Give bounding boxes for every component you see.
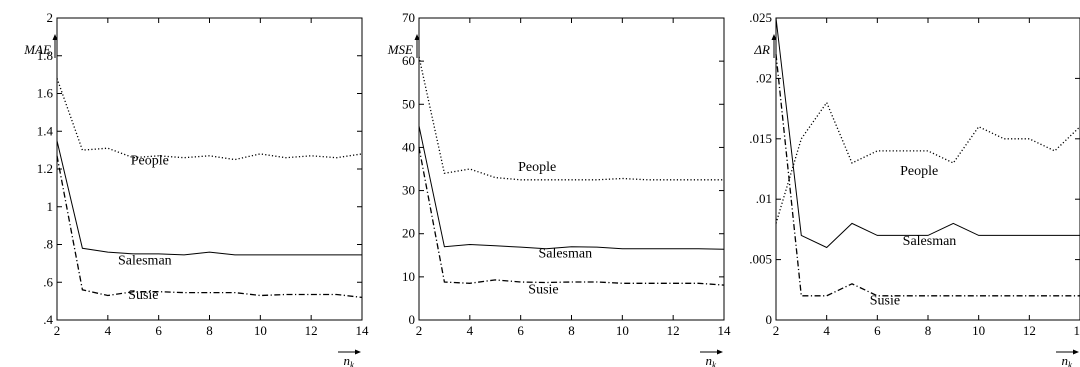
series-line-salesman	[775, 17, 1080, 249]
x-tick-label: 14	[1074, 323, 1080, 338]
y-tick-label: .015	[749, 131, 772, 146]
x-tick-label: 2	[416, 323, 423, 338]
y-tick-label: 0	[766, 312, 773, 327]
series-label-susie: Susie	[870, 293, 900, 308]
chart-mse: 0 10 20 30 40 50 60 70 2 4 6 8 10 12 14 MSE nk People Sale…	[387, 10, 731, 367]
chart-delta-r: 0 .005 .01 .015 .02 .025 2 4 6 8 10 12 14 ΔR nk People S…	[749, 10, 1080, 367]
series-label-salesman: Salesman	[538, 246, 592, 261]
x-axis-title: nk	[706, 353, 718, 367]
x-axis-arrowhead	[717, 349, 723, 355]
y-tick-label: 2	[47, 10, 54, 25]
y-axis-arrowhead	[771, 34, 777, 40]
y-tick-label: 0	[409, 312, 416, 327]
x-tick-label: 4	[823, 323, 830, 338]
y-tick-label: 10	[402, 269, 415, 284]
y-tick-label: .02	[756, 70, 772, 85]
x-axis-arrowhead	[1073, 349, 1079, 355]
y-axis-title: MAE	[23, 42, 51, 57]
y-axis-title: MSE	[387, 42, 413, 57]
x-tick-label: 8	[925, 323, 932, 338]
plot-frame	[418, 17, 725, 321]
series-label-susie: Susie	[528, 282, 558, 297]
y-axis-arrowhead	[414, 34, 420, 40]
y-tick-label: 40	[402, 139, 415, 154]
x-tick-label: 14	[356, 323, 370, 338]
x-tick-label: 4	[105, 323, 112, 338]
y-tick-label: .6	[43, 274, 53, 289]
x-tick-label: 10	[616, 323, 629, 338]
series-label-salesman: Salesman	[118, 253, 172, 268]
x-tick-label: 12	[305, 323, 318, 338]
y-tick-label: 60	[402, 53, 415, 68]
plot-frame	[56, 17, 363, 321]
x-tick-label: 8	[206, 323, 213, 338]
y-tick-label: 1	[47, 199, 54, 214]
series-line-salesman	[418, 125, 725, 250]
x-axis-title: nk	[1062, 353, 1074, 367]
series-line-susie	[775, 54, 1080, 297]
y-axis-arrowhead	[52, 34, 58, 40]
x-tick-label: 2	[54, 323, 61, 338]
y-axis-title: ΔR	[753, 42, 770, 57]
series-line-people	[418, 56, 724, 181]
x-tick-label: 6	[517, 323, 524, 338]
x-tick-label: 2	[773, 323, 780, 338]
series-label-people: People	[900, 164, 938, 179]
y-tick-label: .025	[749, 10, 772, 25]
x-axis-arrowhead	[355, 349, 361, 355]
x-tick-label: 12	[667, 323, 680, 338]
y-tick-label: .005	[749, 252, 772, 267]
x-tick-label: 6	[874, 323, 881, 338]
y-tick-label: .8	[43, 237, 53, 252]
x-axis-title: nk	[344, 353, 356, 367]
chart-mae: .4 .6 .8 1 1.2 1.4 1.6 1.8 2 2 4 6 8 10 12 14 MAE nk Peopl…	[23, 10, 369, 367]
series-label-people: People	[131, 153, 169, 168]
x-tick-label: 4	[467, 323, 474, 338]
x-tick-label: 10	[254, 323, 267, 338]
y-tick-label: 1.4	[37, 123, 54, 138]
y-tick-label: 30	[402, 183, 415, 198]
y-tick-label: .01	[756, 191, 772, 206]
y-tick-label: 1.6	[37, 86, 54, 101]
x-tick-label: 12	[1023, 323, 1036, 338]
y-tick-label: 50	[402, 96, 415, 111]
y-tick-label: 1.2	[37, 161, 53, 176]
x-tick-label: 14	[718, 323, 732, 338]
y-tick-label: 20	[402, 226, 415, 241]
x-tick-label: 10	[972, 323, 985, 338]
series-line-susie	[56, 155, 363, 299]
series-line-susie	[418, 147, 725, 286]
series-line-people	[56, 78, 363, 161]
x-tick-label: 6	[155, 323, 162, 338]
y-tick-label: .4	[43, 312, 53, 327]
series-label-people: People	[518, 160, 556, 175]
series-line-people	[775, 101, 1080, 224]
y-tick-label: 70	[402, 10, 415, 25]
series-line-salesman	[56, 140, 362, 256]
series-label-salesman: Salesman	[903, 234, 957, 249]
y-tick-label: 1.8	[37, 48, 53, 63]
x-tick-label: 8	[568, 323, 575, 338]
series-label-susie: Susie	[128, 288, 158, 303]
